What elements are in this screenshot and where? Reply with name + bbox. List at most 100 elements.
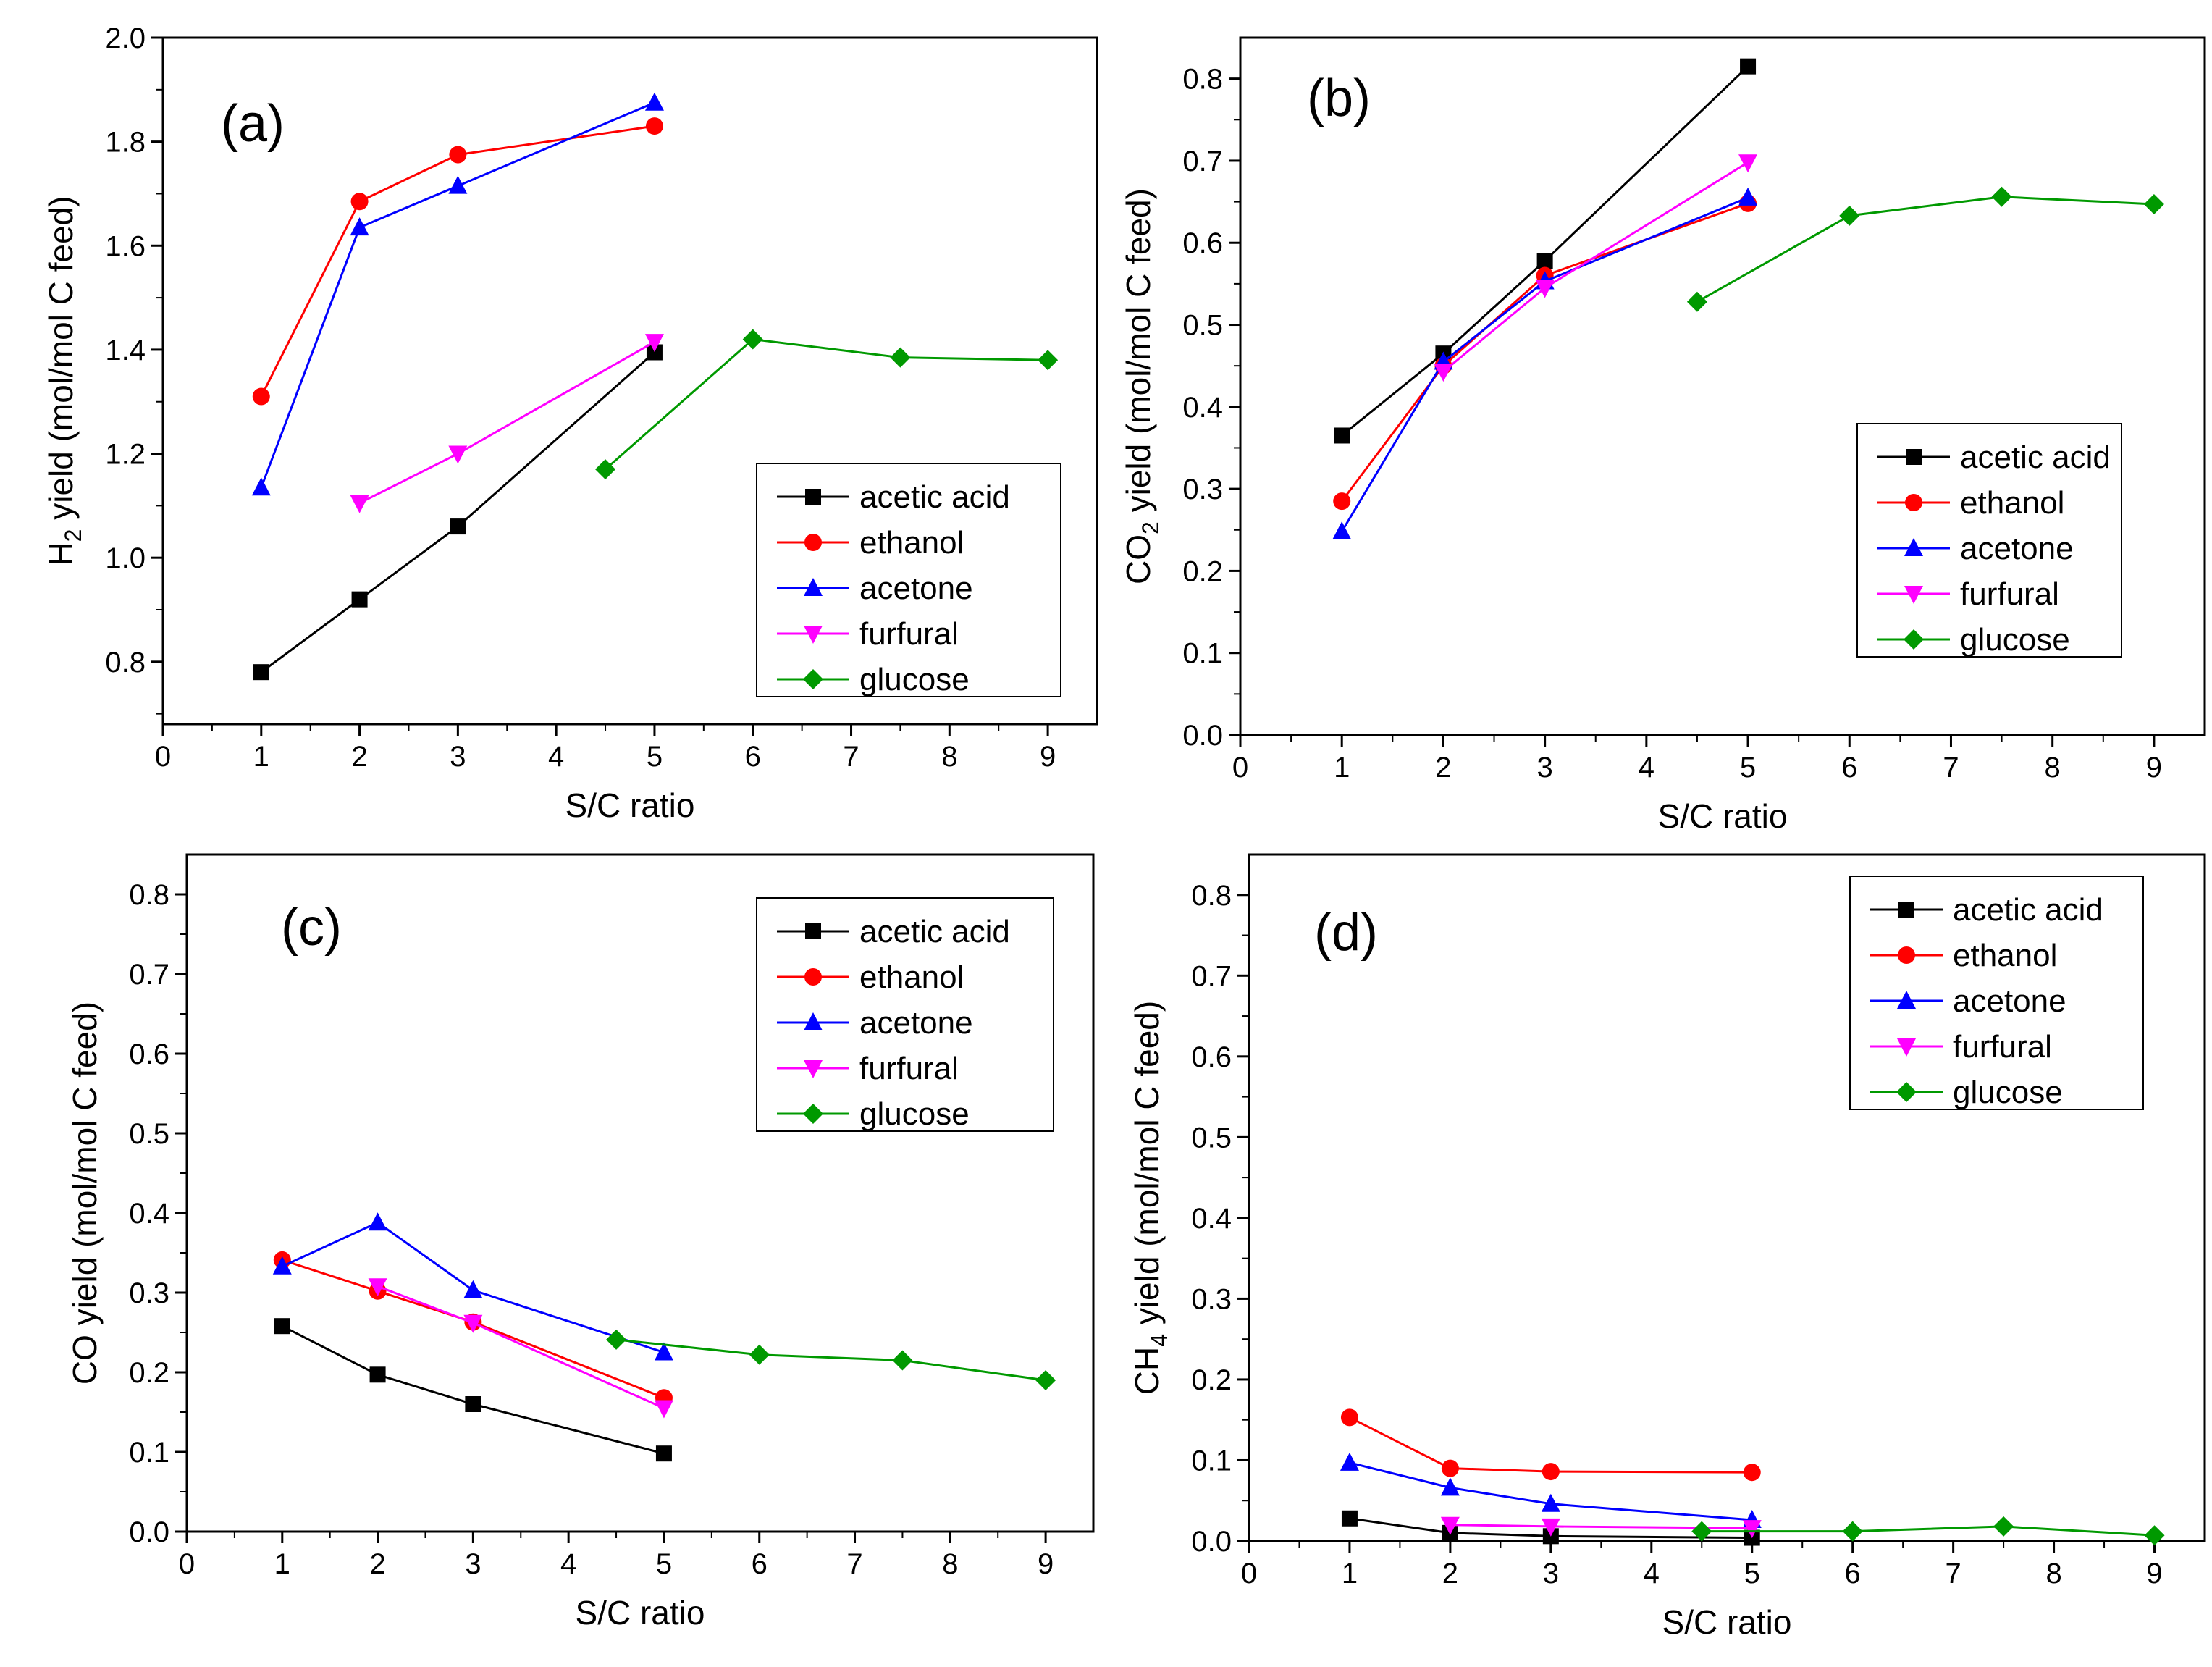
legend-entry: furfural	[859, 1051, 959, 1086]
chart-panel-4: 0 1 2 3 4 5 6 7 8 9 0.0 0.1 0.2 0.3 0.4 0.5 0.6 0.7 0.8 S/C…	[1128, 853, 2206, 1641]
data-point-acetone	[368, 1212, 387, 1231]
series-line-glucose	[1696, 196, 2154, 303]
data-point-furfural	[654, 1400, 673, 1419]
x-tick-label: 5	[647, 741, 663, 773]
x-tick-label: 6	[1841, 752, 1857, 784]
data-point-furfural	[1535, 280, 1555, 298]
x-tick-label: 3	[450, 741, 466, 773]
data-point-glucose	[742, 329, 763, 350]
x-tick-label: 6	[745, 741, 761, 773]
data-point-acetic-acid	[1341, 1510, 1358, 1527]
y-axis-label: CO yield (mol/mol C feed)	[66, 1002, 104, 1385]
x-tick-label: 2	[369, 1548, 385, 1580]
panel-label: (b)	[1307, 70, 1371, 127]
plot-frame	[1239, 36, 2206, 736]
data-point-furfural	[644, 334, 664, 353]
series-line-furfural	[358, 340, 655, 505]
x-tick-label: 1	[274, 1548, 290, 1580]
y-tick-label: 0.1	[129, 1437, 169, 1469]
x-tick-label: 2	[1442, 1558, 1458, 1590]
x-tick-label: 4	[1639, 752, 1654, 784]
data-point-acetone	[1332, 521, 1352, 540]
x-tick-label: 1	[1342, 1558, 1358, 1590]
legend-entry: acetic acid	[859, 914, 1010, 949]
series-line-ethanol	[1349, 1416, 1752, 1474]
legend-marker	[804, 626, 823, 644]
data-point-acetone	[1340, 1452, 1359, 1471]
data-point-glucose	[1038, 350, 1059, 371]
data-point-glucose	[2143, 193, 2164, 214]
legend-entry: ethanol	[859, 960, 964, 995]
series-line-ethanol	[1341, 202, 1749, 503]
series-line-acetic-acid	[282, 1324, 665, 1455]
x-tick-label: 8	[2045, 1558, 2061, 1590]
x-tick-label: 7	[1946, 1558, 1961, 1590]
data-point-acetic-acid	[351, 591, 368, 608]
legend-marker	[1904, 538, 1923, 556]
data-point-glucose	[890, 347, 911, 368]
y-tick-label: 0.2	[1191, 1364, 1232, 1396]
data-point-furfural	[368, 1278, 387, 1297]
y-tick-label: 0.6	[1191, 1041, 1232, 1073]
series-line-acetone	[1349, 1461, 1752, 1521]
legend-entry: glucose	[1953, 1075, 2063, 1110]
x-axis-label: S/C ratio	[565, 786, 695, 824]
y-tick-label: 0.7	[129, 959, 169, 991]
data-point-glucose	[1035, 1370, 1056, 1390]
x-tick-label: 2	[351, 741, 367, 773]
x-tick-label: 1	[253, 741, 269, 773]
x-tick-label: 9	[1040, 741, 1056, 773]
legend-entry: acetone	[859, 571, 973, 606]
data-point-furfural	[463, 1314, 483, 1333]
legend-entry: glucose	[859, 662, 970, 697]
legend-marker	[803, 1104, 823, 1124]
legend: acetic acid ethanol acetone furfural glucose	[1849, 876, 2144, 1110]
y-tick-label: 0.2	[129, 1357, 169, 1389]
legend-marker	[803, 669, 823, 689]
y-tick-label: 0.8	[129, 879, 169, 911]
y-axis-label: H2 yield (mol/mol C feed)	[42, 196, 86, 566]
legend-marker	[1906, 449, 1922, 465]
y-tick-label: 0.1	[1182, 638, 1223, 670]
x-tick-label: 8	[942, 1548, 958, 1580]
legend-box	[1856, 423, 2122, 658]
x-tick-label: 0	[1232, 752, 1248, 784]
y-tick-label: 1.2	[105, 439, 146, 471]
plot-frame	[1248, 853, 2206, 1542]
y-tick-label: 1.6	[105, 230, 146, 262]
series-line-acetic-acid	[1349, 1517, 1752, 1540]
data-point-glucose	[1991, 186, 2012, 207]
data-point-acetic-acid	[369, 1366, 386, 1383]
y-tick-label: 0.4	[1182, 392, 1223, 424]
data-point-ethanol	[1441, 1459, 1459, 1477]
legend-marker	[804, 1012, 823, 1030]
legend-entry: ethanol	[1960, 485, 2064, 521]
y-axis-label: CO2 yield (mol/mol C feed)	[1119, 188, 1164, 584]
x-tick-label: 8	[941, 741, 957, 773]
legend-marker	[804, 1060, 823, 1078]
y-tick-label: 0.7	[1191, 960, 1232, 992]
data-point-acetic-acid	[274, 1318, 290, 1335]
x-tick-label: 4	[1644, 1558, 1660, 1590]
chart-panel-2: 0 1 2 3 4 5 6 7 8 9 0.0 0.1 0.2 0.3 0.4 0.5 0.6 0.7 0.8 S/C…	[1119, 36, 2206, 835]
legend-marker	[805, 489, 821, 505]
y-tick-label: 0.8	[105, 647, 146, 679]
y-tick-label: 0.0	[1191, 1526, 1232, 1558]
y-tick-label: 0.2	[1182, 555, 1223, 587]
data-point-furfural	[448, 445, 468, 464]
series-line-acetone	[1340, 196, 1749, 532]
y-tick-label: 0.8	[1182, 64, 1223, 96]
legend-entry: furfural	[1960, 576, 2059, 612]
x-tick-label: 4	[560, 1548, 576, 1580]
x-axis-label: S/C ratio	[576, 1594, 705, 1632]
x-axis-label: S/C ratio	[1662, 1603, 1792, 1641]
plot-frame	[185, 853, 1095, 1533]
data-point-furfural	[1541, 1518, 1560, 1537]
data-point-ethanol	[1542, 1463, 1560, 1481]
data-point-acetone	[463, 1280, 483, 1298]
x-tick-label: 8	[2045, 752, 2061, 784]
data-point-glucose	[595, 459, 616, 480]
y-tick-label: 0.5	[129, 1118, 169, 1150]
x-tick-label: 6	[1845, 1558, 1861, 1590]
